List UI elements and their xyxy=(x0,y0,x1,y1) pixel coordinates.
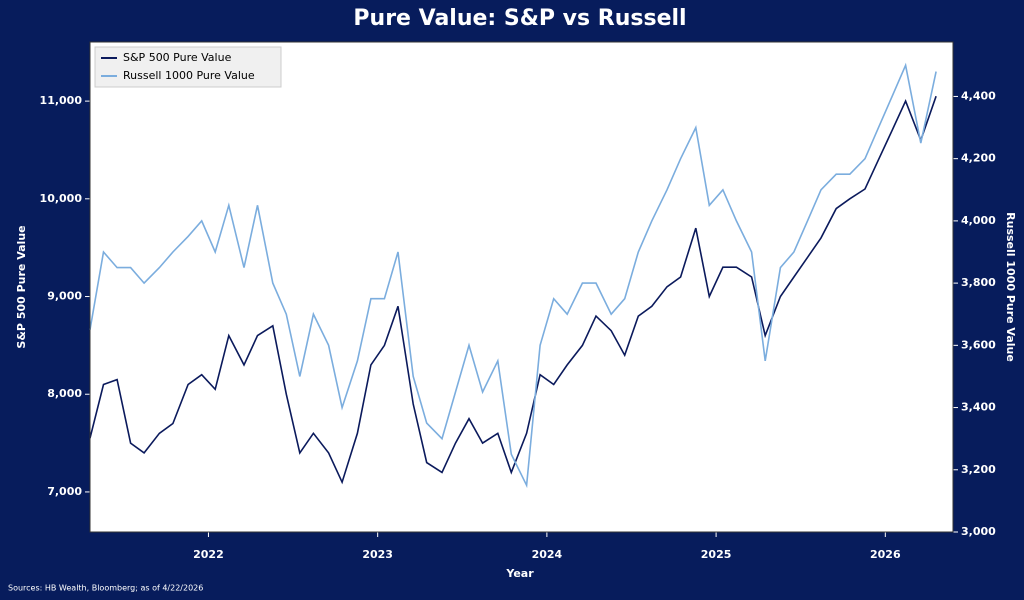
y-tick-label: 9,000 xyxy=(47,290,82,303)
legend-label: Russell 1000 Pure Value xyxy=(123,69,255,82)
plot-area xyxy=(90,42,953,532)
x-tick-label: 2026 xyxy=(870,548,901,561)
y2-tick-label: 3,000 xyxy=(961,525,996,538)
x-tick-label: 2025 xyxy=(701,548,732,561)
legend-label: S&P 500 Pure Value xyxy=(123,51,232,64)
x-tick-label: 2023 xyxy=(362,548,393,561)
y-tick-label: 11,000 xyxy=(40,94,83,107)
y-tick-label: 10,000 xyxy=(40,192,83,205)
x-tick-label: 2024 xyxy=(532,548,563,561)
plot-frame xyxy=(89,41,954,533)
chart-title: Pure Value: S&P vs Russell xyxy=(353,6,686,31)
y2-tick-label: 3,600 xyxy=(961,338,996,351)
series-line xyxy=(89,95,937,485)
y2-tick-label: 3,800 xyxy=(961,276,996,289)
y2-tick-label: 4,400 xyxy=(961,89,996,102)
x-axis-label: Year xyxy=(505,567,534,580)
y-tick-label: 8,000 xyxy=(47,387,82,400)
y2-tick-label: 4,000 xyxy=(961,214,996,227)
y-tick-label: 7,000 xyxy=(47,485,82,498)
y2-tick-label: 3,200 xyxy=(961,463,996,476)
y2-tick-label: 4,200 xyxy=(961,152,996,165)
y2-axis-label: Russell 1000 Pure Value xyxy=(1004,212,1017,362)
series-line xyxy=(89,62,937,489)
x-tick-label: 2022 xyxy=(193,548,224,561)
legend-box xyxy=(94,46,282,88)
y-axis-label: S&P 500 Pure Value xyxy=(15,225,28,348)
y2-tick-label: 3,400 xyxy=(961,401,996,414)
source-note: Sources: HB Wealth, Bloomberg; as of 4/2… xyxy=(8,584,203,593)
